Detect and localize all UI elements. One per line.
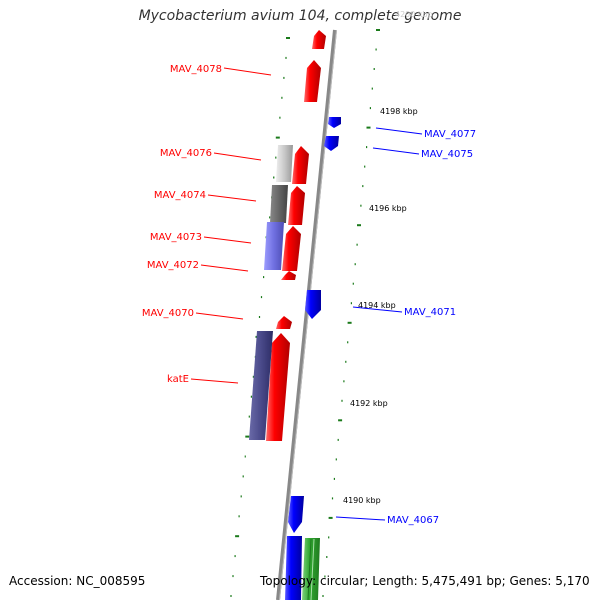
label-kate[interactable]: katE: [167, 374, 189, 385]
tick-label-4196: 4196 kbp: [369, 204, 407, 213]
genome-backbone: [276, 29, 337, 600]
tick-label-4190: 4190 kbp: [343, 496, 381, 505]
tick-label-4194: 4194 kbp: [358, 301, 396, 310]
right-leader-lines: [335, 127, 423, 521]
tick-label-4198: 4198 kbp: [380, 107, 418, 116]
gene-bottom-rna[interactable]: [302, 538, 320, 600]
label-mav-4076[interactable]: MAV_4076: [160, 148, 212, 159]
gene-mav-4072[interactable]: [281, 271, 296, 280]
map-title: Mycobacterium avium 104, complete genome: [138, 8, 462, 24]
gene-bottom-rna-highlight: [310, 538, 315, 600]
rna-genes: [302, 538, 320, 600]
gene-mav-4075[interactable]: [324, 136, 339, 151]
label-mav-4070[interactable]: MAV_4070: [142, 308, 194, 319]
gene-top-forward[interactable]: [312, 30, 326, 49]
gene-mav-4071[interactable]: [305, 290, 321, 319]
inner-ruler-ticks: [230, 37, 290, 597]
label-mav-4078[interactable]: MAV_4078: [170, 64, 222, 75]
forward-genes: [266, 30, 326, 441]
tick-label-4200: 4200 kbp: [395, 10, 433, 19]
gene-mav-4070[interactable]: [276, 316, 292, 329]
gene-kate[interactable]: [266, 333, 290, 441]
gene-mav-4074[interactable]: [288, 186, 305, 225]
label-mav-4073[interactable]: MAV_4073: [150, 232, 202, 243]
gene-mav-4073[interactable]: [282, 226, 301, 271]
gene-mav-4073-function: [264, 222, 284, 270]
gene-kate-function: [249, 331, 273, 440]
label-mav-4067[interactable]: MAV_4067: [387, 515, 439, 526]
label-mav-4074[interactable]: MAV_4074: [154, 190, 206, 201]
gene-mav-4067[interactable]: [288, 496, 304, 533]
gene-mav-4077[interactable]: [328, 117, 341, 128]
reverse-genes: [285, 117, 341, 600]
gene-mav-4074-function: [270, 185, 288, 223]
tick-label-4192: 4192 kbp: [350, 399, 388, 408]
gene-bottom-reverse[interactable]: [285, 536, 302, 600]
gene-mav-4076-function: [276, 145, 293, 182]
function-genes: [249, 145, 293, 440]
gene-mav-4076[interactable]: [292, 146, 309, 184]
accession-text: Accession: NC_008595: [9, 574, 146, 588]
outer-ruler-ticks: [322, 29, 380, 597]
left-leader-lines: [190, 67, 272, 384]
label-mav-4072[interactable]: MAV_4072: [147, 260, 199, 271]
gene-bottom-rna-divider: [307, 538, 312, 600]
label-mav-4071[interactable]: MAV_4071: [404, 307, 456, 318]
label-mav-4077[interactable]: MAV_4077: [424, 129, 476, 140]
label-mav-4075[interactable]: MAV_4075: [421, 149, 473, 160]
genome-backbone-shadow: [279, 29, 337, 600]
topology-text: Topology: circular; Length: 5,475,491 bp…: [260, 574, 590, 588]
gene-mav-4078[interactable]: [304, 60, 321, 102]
